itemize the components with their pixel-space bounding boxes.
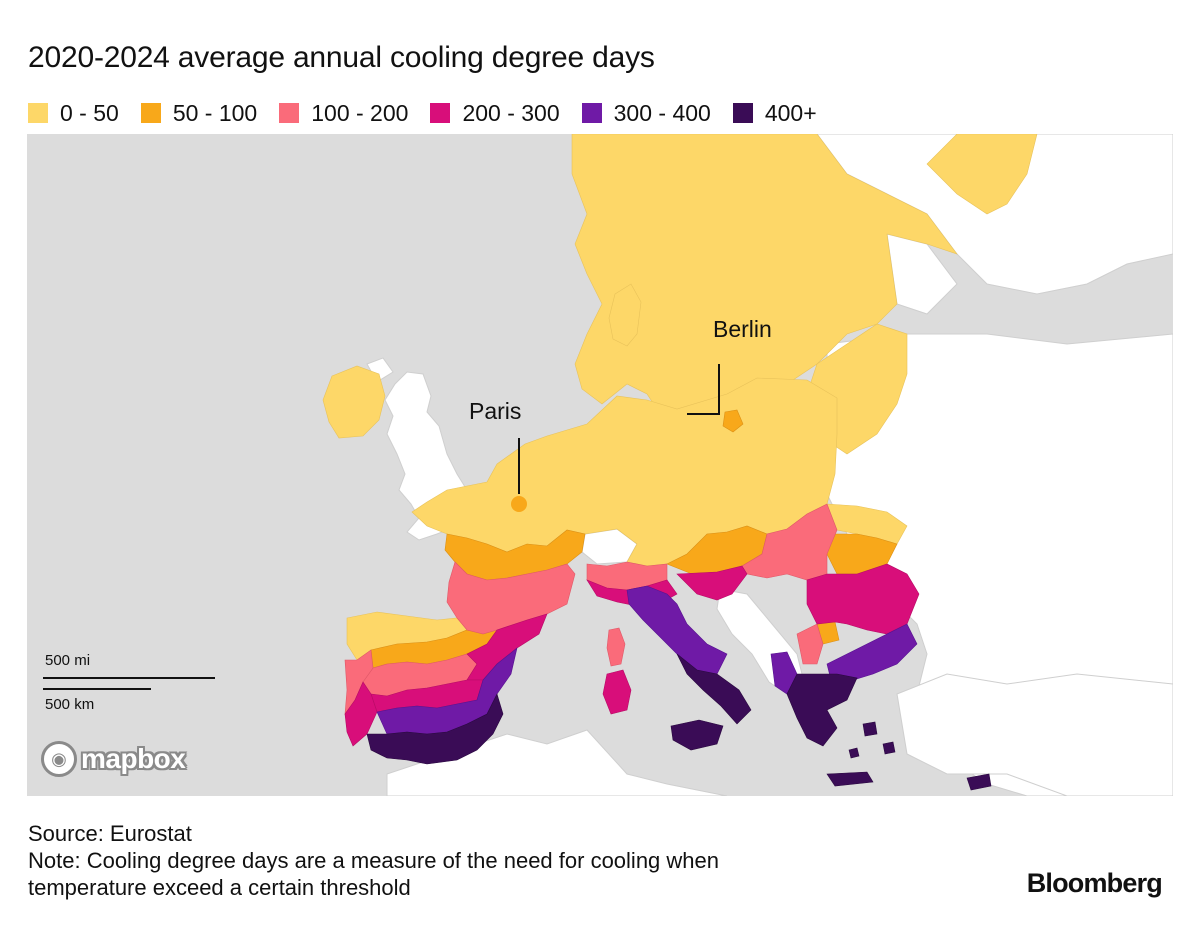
legend-swatch [581, 103, 602, 123]
legend-swatch [140, 103, 161, 123]
legend-item-50-100: 50 - 100 [140, 98, 258, 128]
region-100-200 [344, 503, 838, 716]
greece [786, 673, 858, 747]
region-200-300 [344, 563, 920, 747]
legend-label: 0 - 50 [60, 100, 119, 126]
legend-swatch [430, 103, 451, 123]
southern-italy [676, 653, 752, 725]
source-note: Source: Eurostat [28, 821, 192, 846]
map-canvas [322, 134, 1173, 796]
mapbox-icon: ◉ [41, 741, 77, 777]
legend-label: 100 - 200 [311, 100, 409, 126]
method-note-line2: temperature exceed a certain threshold [28, 875, 411, 900]
region-400-plus [366, 653, 992, 791]
sardinia [602, 669, 632, 715]
mapbox-logo[interactable]: ◉ mapbox [41, 741, 186, 777]
legend-item-200-300: 200 - 300 [430, 98, 560, 128]
scale-km-label: 500 km [45, 696, 95, 713]
region-0-50 [322, 134, 1038, 661]
berlin-leader-line [687, 364, 720, 415]
region-50-100 [370, 409, 898, 669]
method-note-line1: Note: Cooling degree days are a measure … [28, 848, 719, 873]
anatolia [896, 673, 1173, 796]
city-label-paris: Paris [469, 398, 522, 424]
finland [926, 134, 1038, 215]
legend-swatch [28, 103, 48, 123]
footer-notes: Source: Eurostat Note: Cooling degree da… [28, 820, 719, 901]
paris-marker [511, 496, 527, 512]
hungary [741, 503, 838, 581]
legend-label: 200 - 300 [462, 100, 560, 126]
bulgaria-west [796, 623, 824, 665]
andalusia [366, 693, 504, 765]
legend-item-100-200: 100 - 200 [279, 98, 408, 128]
mapbox-wordmark: mapbox [81, 743, 186, 774]
cyprus [966, 773, 992, 791]
sicily [670, 719, 724, 751]
bloomberg-logo: Bloomberg [1026, 868, 1163, 898]
legend-item-300-400: 300 - 400 [581, 98, 711, 128]
scale-km-bar [43, 688, 151, 690]
map-annotations [511, 364, 720, 512]
chart-title: 2020-2024 average annual cooling degree … [28, 41, 655, 74]
region-300-400 [376, 585, 918, 735]
denmark [608, 283, 642, 347]
scale-miles-bar [43, 677, 215, 679]
croatia-coast [676, 565, 748, 601]
legend-swatch [732, 103, 753, 123]
berlin-spot [722, 409, 744, 433]
crete [826, 771, 874, 787]
land-nodata [366, 134, 1173, 796]
greek-islands [848, 721, 896, 759]
legend-label: 50 - 100 [172, 100, 258, 126]
scale-miles-label: 500 mi [45, 652, 91, 669]
legend-swatch [279, 103, 300, 123]
spain-east [466, 613, 548, 681]
europe-map[interactable]: Paris Berlin 500 mi 500 km ◉ mapbox [27, 134, 1173, 796]
ireland [322, 365, 386, 439]
italy-central [626, 585, 728, 675]
legend-label: 300 - 400 [613, 100, 711, 126]
legend: 0 - 50 50 - 100 100 - 200 200 - 300 300 … [28, 98, 839, 128]
southern-france [446, 561, 576, 635]
legend-label: 400+ [764, 100, 817, 126]
corsica [606, 627, 626, 667]
legend-item-400-plus: 400+ [732, 98, 817, 128]
bulgaria-south [826, 623, 918, 683]
legend-item-0-50: 0 - 50 [28, 98, 119, 128]
city-label-berlin: Berlin [713, 316, 772, 342]
